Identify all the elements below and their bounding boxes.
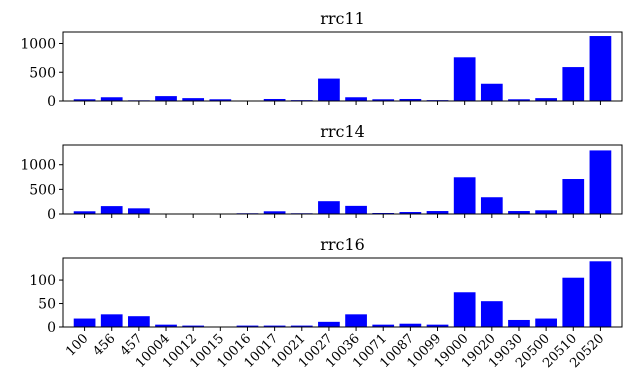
plot-frame-rrc11 — [62, 31, 623, 102]
bar-rrc16-10087 — [399, 323, 422, 327]
bar-rrc16-456 — [100, 314, 123, 327]
bar-rrc11-10017 — [263, 98, 286, 101]
bar-rrc16-10017 — [263, 325, 286, 327]
bar-rrc11-10012 — [182, 98, 205, 102]
chart-title-rrc11: rrc11 — [320, 9, 365, 28]
bar-rrc16-19020 — [480, 301, 503, 327]
bar-rrc14-20510 — [562, 179, 585, 214]
bar-rrc14-457 — [128, 208, 150, 214]
y-tick-label: 0 — [47, 320, 56, 336]
bar-rrc14-19000 — [453, 177, 476, 214]
chart-title-rrc14: rrc14 — [320, 122, 365, 141]
bar-rrc14-10027 — [318, 201, 340, 214]
bar-rrc16-19000 — [453, 292, 476, 327]
bar-rrc11-10027 — [318, 78, 340, 101]
bar-rrc11-100 — [73, 99, 96, 101]
y-tick-label: 50 — [38, 297, 56, 313]
bar-rrc14-10017 — [263, 211, 286, 214]
bar-rrc11-10004 — [155, 96, 177, 101]
y-tick-label: 0 — [47, 94, 56, 110]
bar-rrc14-20500 — [535, 210, 557, 214]
y-tick-label: 500 — [29, 65, 56, 81]
y-tick-label: 100 — [29, 273, 56, 289]
bar-rrc16-10012 — [182, 325, 205, 327]
bar-rrc14-20520 — [589, 150, 612, 214]
y-tick-label: 0 — [47, 207, 56, 223]
bar-rrc16-10071 — [372, 324, 395, 327]
bar-rrc11-20510 — [562, 67, 585, 101]
chart-title-rrc16: rrc16 — [320, 235, 365, 254]
bar-rrc11-10015 — [209, 99, 232, 101]
bar-rrc16-100 — [73, 318, 96, 327]
bar-rrc14-10036 — [345, 205, 367, 214]
y-tick-label: 500 — [29, 182, 56, 198]
bar-rrc11-19020 — [480, 83, 503, 101]
bar-rrc11-10087 — [399, 98, 422, 101]
bar-rrc16-10036 — [345, 314, 367, 327]
plot-frame-rrc16 — [62, 257, 623, 328]
bar-rrc11-20520 — [589, 36, 612, 101]
bar-rrc16-20520 — [589, 261, 612, 327]
bar-rrc16-10099 — [426, 324, 449, 327]
bar-rrc16-10021 — [290, 325, 313, 327]
x-tick-label: 100 — [63, 331, 91, 359]
bar-rrc16-10027 — [318, 321, 340, 327]
bar-rrc11-10071 — [372, 99, 395, 101]
bar-rrc14-10099 — [426, 211, 449, 214]
bar-rrc14-456 — [100, 206, 123, 214]
x-tick-label: 456 — [90, 331, 118, 359]
bar-rrc11-19030 — [508, 99, 530, 101]
bar-rrc14-10087 — [399, 212, 422, 214]
y-tick-label: 1000 — [20, 37, 56, 53]
plot-frame-rrc14 — [62, 144, 623, 215]
bar-rrc11-456 — [100, 97, 123, 101]
bar-rrc16-19030 — [508, 319, 530, 327]
bar-rrc14-100 — [73, 211, 96, 214]
bar-rrc16-10004 — [155, 324, 177, 327]
bar-rrc16-20510 — [562, 277, 585, 327]
bar-rrc14-19020 — [480, 197, 503, 214]
y-tick-label: 1000 — [20, 158, 56, 174]
bar-rrc16-20500 — [535, 318, 557, 327]
bar-rrc16-457 — [128, 316, 150, 327]
bar-rrc11-10036 — [345, 97, 367, 101]
bar-rrc14-19030 — [508, 211, 530, 214]
bar-rrc16-10016 — [236, 325, 259, 327]
bar-rrc11-20500 — [535, 98, 557, 102]
bar-rrc11-19000 — [453, 57, 476, 101]
